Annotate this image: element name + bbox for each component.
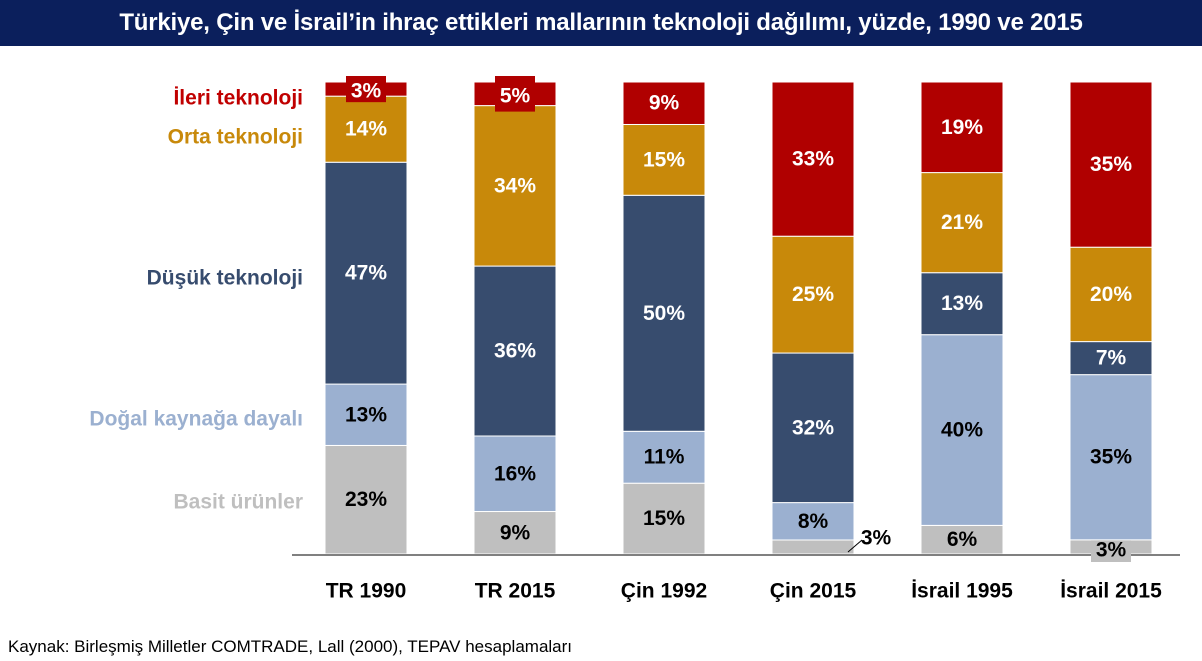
bar-segment-3-5 bbox=[920, 272, 1004, 336]
bar-segment-1-5 bbox=[920, 524, 1004, 555]
bar-segment-5-4 bbox=[771, 81, 855, 237]
category-label: İsrail 1995 bbox=[911, 580, 1013, 603]
bar-segment-3-2 bbox=[473, 265, 557, 437]
bar-segment-5-6 bbox=[1069, 81, 1153, 248]
data-label: 35% bbox=[1090, 446, 1132, 469]
data-label: 15% bbox=[643, 148, 685, 171]
bar-segment-2-3 bbox=[622, 430, 706, 484]
bar-segment-5-5 bbox=[920, 81, 1004, 174]
bar-segment-3-1 bbox=[324, 161, 408, 385]
data-label: 32% bbox=[792, 416, 834, 439]
data-label: 33% bbox=[792, 148, 834, 171]
data-label: 14% bbox=[345, 118, 387, 141]
category-label: Çin 1992 bbox=[621, 580, 707, 603]
data-label: 34% bbox=[494, 174, 536, 197]
legend-label: Basit ürünler bbox=[173, 491, 303, 514]
data-label: 19% bbox=[941, 116, 983, 139]
data-label: 8% bbox=[798, 510, 829, 533]
source-note: Kaynak: Birleşmiş Milletler COMTRADE, La… bbox=[8, 637, 573, 656]
data-label: 7% bbox=[1096, 347, 1127, 370]
legend-label: İleri teknoloji bbox=[173, 87, 303, 110]
category-label: İsrail 2015 bbox=[1060, 580, 1162, 603]
data-label: 6% bbox=[947, 528, 978, 551]
bar-segment-4-6 bbox=[1069, 246, 1153, 343]
data-label: 25% bbox=[792, 283, 834, 306]
data-label: 9% bbox=[649, 92, 680, 115]
bar-segment-4-5 bbox=[920, 172, 1004, 274]
data-label: 5% bbox=[500, 84, 531, 107]
data-label: 36% bbox=[494, 340, 536, 363]
data-label: 3% bbox=[351, 80, 382, 103]
data-label: 3% bbox=[861, 527, 892, 550]
label-box bbox=[495, 76, 535, 112]
label-box bbox=[346, 76, 386, 103]
data-label: 50% bbox=[643, 302, 685, 325]
chart-title: Türkiye, Çin ve İsrail’in ihraç ettikler… bbox=[0, 0, 1202, 46]
legend-label: Doğal kaynağa dayalı bbox=[89, 408, 303, 431]
bar-segment-1-4 bbox=[771, 539, 855, 555]
bar-segment-2-4 bbox=[771, 502, 855, 541]
data-label: 3% bbox=[1096, 539, 1127, 562]
data-label: 21% bbox=[941, 211, 983, 234]
category-label: TR 1990 bbox=[326, 580, 407, 603]
bar-segment-4-4 bbox=[771, 235, 855, 354]
data-label: 40% bbox=[941, 419, 983, 442]
stacked-bar-chart: 23% 13% 47% 14% 3% TR 1990 9% 16% 36% 34% 5% TR 201… bbox=[89, 76, 1180, 603]
data-label: 47% bbox=[345, 262, 387, 285]
bar-segment-2-2 bbox=[473, 435, 557, 513]
data-label: 15% bbox=[643, 507, 685, 530]
bar-segment-5-3 bbox=[622, 81, 706, 125]
data-label: 35% bbox=[1090, 153, 1132, 176]
bar-segment-2-1 bbox=[324, 383, 408, 446]
data-label: 13% bbox=[941, 292, 983, 315]
category-label: TR 2015 bbox=[475, 580, 556, 603]
category-label: Çin 2015 bbox=[770, 580, 857, 603]
legend-label: Orta teknoloji bbox=[168, 126, 303, 149]
data-label: 9% bbox=[500, 521, 531, 544]
leader-line bbox=[847, 539, 863, 553]
data-label: 13% bbox=[345, 403, 387, 426]
label-box bbox=[1091, 538, 1131, 562]
data-label: 23% bbox=[345, 488, 387, 511]
data-label: 20% bbox=[1090, 283, 1132, 306]
bar-segment-3-4 bbox=[771, 352, 855, 504]
bar-segment-4-1 bbox=[324, 95, 408, 163]
bar-segment-1-1 bbox=[324, 444, 408, 555]
bar-segment-1-3 bbox=[622, 482, 706, 555]
bar-segment-4-3 bbox=[622, 123, 706, 196]
data-label: 16% bbox=[494, 462, 536, 485]
bar-segment-2-5 bbox=[920, 334, 1004, 526]
bar-segment-1-2 bbox=[473, 511, 557, 555]
bar-segment-4-2 bbox=[473, 105, 557, 267]
legend-label: Düşük teknoloji bbox=[147, 267, 303, 290]
data-label: 11% bbox=[644, 446, 685, 469]
